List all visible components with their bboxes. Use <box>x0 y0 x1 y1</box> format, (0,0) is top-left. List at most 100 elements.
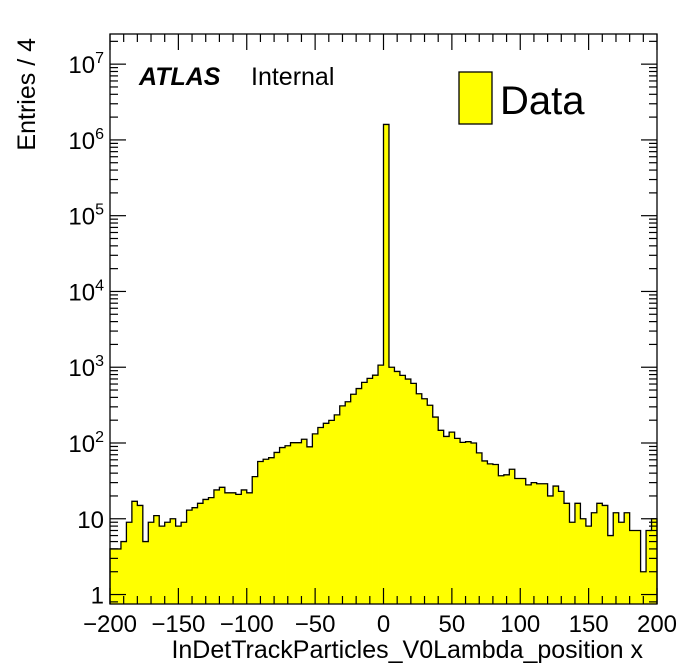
histogram-bar <box>454 438 461 604</box>
y-tick-label: 10 <box>77 507 104 534</box>
y-tick-label: 104 <box>68 277 104 306</box>
histogram-bar <box>460 442 466 604</box>
histogram-bar <box>629 530 636 604</box>
histogram-bar <box>509 469 516 604</box>
histogram-bar <box>492 464 499 604</box>
histogram-bar <box>175 526 182 604</box>
histogram-bar <box>438 430 445 604</box>
histogram-bar <box>416 393 423 604</box>
histogram-bar <box>115 548 122 604</box>
x-tick-label: 150 <box>569 611 609 638</box>
histogram-bar <box>317 427 324 604</box>
histogram-bar <box>525 484 532 604</box>
histogram-bar <box>208 497 215 604</box>
histogram-bar <box>574 503 581 604</box>
y-tick-label: 106 <box>68 126 104 155</box>
histogram-bar <box>345 401 352 604</box>
histogram-bar <box>547 495 554 604</box>
histogram-bar <box>181 522 187 604</box>
histogram-bar <box>192 507 198 604</box>
histogram-bar <box>503 474 510 604</box>
histogram-bar <box>323 423 330 604</box>
histogram-bar <box>241 489 248 604</box>
y-tick-label: 102 <box>68 429 104 458</box>
histogram-bar <box>520 478 527 604</box>
histogram-bar <box>585 526 592 604</box>
x-tick-labels: −200 −150 −100 −50 0 50 100 150 200 <box>83 611 677 638</box>
histogram-bar <box>553 486 559 604</box>
histogram-bar <box>350 394 357 604</box>
histogram-bar <box>263 459 270 604</box>
histogram-bar <box>427 405 434 604</box>
x-tick-label: 100 <box>500 611 540 638</box>
histogram-bar <box>399 375 406 604</box>
histogram-bar <box>312 433 319 604</box>
y-tick-label: 103 <box>68 353 104 382</box>
histogram-bar <box>596 503 603 604</box>
histogram-bar <box>257 461 264 604</box>
histogram-bars <box>110 124 658 604</box>
histogram-bar <box>569 522 576 604</box>
y-tick-label: 1 <box>91 583 104 610</box>
histogram-bar <box>476 452 483 604</box>
histogram-bar <box>361 382 368 604</box>
histogram-bar <box>646 530 652 604</box>
x-tick-label: −200 <box>83 611 137 638</box>
histogram-bar <box>279 447 286 604</box>
histogram-bar <box>120 541 127 604</box>
legend-swatch <box>458 71 493 125</box>
histogram-bar <box>197 503 204 604</box>
histogram-bar <box>613 512 620 604</box>
histogram-bar <box>624 512 631 604</box>
axis-ticks <box>109 34 658 604</box>
histogram-bar <box>421 398 428 604</box>
histogram-bar <box>285 445 291 604</box>
histogram-bar <box>602 505 609 604</box>
histogram-bar <box>110 548 116 604</box>
histogram-bar <box>651 518 658 604</box>
histogram-bar <box>405 379 412 604</box>
y-tick-label: 107 <box>68 50 104 79</box>
histogram-bar <box>388 367 395 604</box>
histogram-bar <box>202 499 209 604</box>
x-tick-label: −100 <box>220 611 274 638</box>
x-tick-label: −50 <box>295 611 336 638</box>
histogram-bar <box>394 371 401 604</box>
histogram-bar <box>410 383 417 604</box>
histogram-bar <box>230 492 237 604</box>
histogram-bar <box>334 414 341 604</box>
histogram-bar <box>290 442 297 604</box>
histogram-bar <box>252 476 259 604</box>
legend: Data <box>458 71 585 125</box>
histogram-bar <box>268 457 275 604</box>
x-tick-label: 0 <box>377 611 390 638</box>
histogram-bar <box>640 571 647 604</box>
histogram-bar <box>580 518 587 604</box>
histogram-bar <box>378 365 384 604</box>
atlas-label: ATLAS <box>138 63 221 91</box>
histogram-bar <box>531 482 538 604</box>
x-tick-label: −150 <box>151 611 205 638</box>
histogram-bar <box>536 483 543 604</box>
y-axis-title: Entries / 4 <box>13 38 41 151</box>
histogram-bar <box>542 483 548 604</box>
x-tick-label: 200 <box>637 611 677 638</box>
histogram-bar <box>148 522 155 604</box>
histogram-bar <box>274 452 280 604</box>
histogram-bar <box>607 535 614 604</box>
legend-entry-data: Data <box>500 79 585 123</box>
histogram-bar <box>235 494 242 604</box>
histogram-bar <box>635 530 641 604</box>
histogram-bar <box>159 526 166 604</box>
histogram-bar <box>514 478 521 604</box>
histogram-bar <box>591 512 598 604</box>
histogram-bar <box>301 439 308 604</box>
y-tick-label: 105 <box>68 202 104 231</box>
x-axis-title: InDetTrackParticles_V0Lambda_position x <box>171 636 643 664</box>
histogram-bar <box>471 442 477 604</box>
histogram-outline <box>109 123 658 604</box>
histogram-bar <box>170 518 177 604</box>
histogram-bar <box>498 475 505 604</box>
histogram-bar <box>219 487 226 604</box>
histogram-bar <box>137 505 144 604</box>
